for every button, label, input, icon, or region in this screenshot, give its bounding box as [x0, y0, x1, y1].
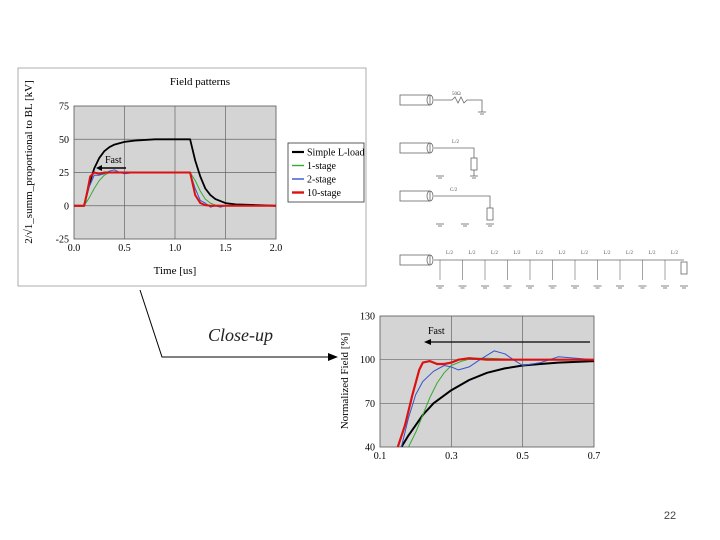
schem-row1-cable-end: [426, 94, 434, 106]
bottom-ytick-label: 100: [360, 355, 375, 366]
top-xtick-label: 1.5: [219, 243, 232, 254]
schem-row3-wire: [434, 195, 491, 208]
schem-label: L/2: [671, 251, 678, 256]
page-number: 22: [664, 510, 676, 522]
top-chart-legend: Simple L-load 1-stage 2-stage 10-stage: [287, 142, 365, 203]
top-xtick-label: 2.0: [270, 243, 283, 254]
top-xtick-label: 1.0: [169, 243, 182, 254]
closeup-label: Close-up: [208, 325, 273, 345]
schem-row3-cable-end: [426, 190, 434, 202]
top-chart-title: Field patterns: [170, 76, 230, 88]
bottom-series-10-stage: [396, 357, 594, 447]
top-series-10-stage: [74, 171, 276, 207]
schem-label: L/2: [649, 251, 656, 256]
bottom-series-2-stage: [400, 350, 594, 447]
schem-label: L/2: [559, 251, 566, 256]
bottom-chart-ylabel: Normalized Field [%]: [339, 333, 351, 430]
top-series-simple-l-load: [74, 138, 277, 207]
schem-row4-resistor: [680, 261, 688, 275]
schem-label: L/2: [536, 251, 543, 256]
schem-row3-resistor: [486, 207, 494, 221]
schem-label: L/2: [452, 140, 459, 145]
schem-row1-cable: [399, 94, 431, 106]
schem-row2-resistor: [470, 157, 478, 171]
top-ytick-label: 50: [59, 135, 69, 146]
top-xtick-label: 0.5: [118, 243, 131, 254]
schem-row2-wire: [434, 147, 475, 158]
schem-label: C/2: [450, 188, 458, 193]
closeup-pointer-line: [139, 289, 330, 358]
schem-label: L/2: [469, 251, 476, 256]
legend-label: 10-stage: [307, 188, 341, 199]
bottom-xtick-label: 0.1: [374, 451, 387, 462]
schem-label: L/2: [491, 251, 498, 256]
top-chart-ylabel: 2/√1_summ_proportional to BL [kV]: [23, 80, 35, 244]
top-chart-plot: 0.0 0.5 1.0 1.5 2.0 -25 0 25 50 75 Fast: [56, 102, 283, 255]
top-fast-annotation: Fast: [105, 155, 122, 166]
top-xtick-label: 0.0: [68, 243, 81, 254]
bottom-chart-plot: 0.1 0.3 0.5 0.7 40 70 100 130 Fast: [360, 312, 600, 463]
schem-row4-cable-end: [426, 254, 434, 266]
schem-row4-cable: [399, 254, 431, 266]
top-chart-xlabel: Time [us]: [154, 265, 197, 277]
schem-row2-cable: [399, 142, 431, 154]
closeup-arrowhead: [328, 353, 338, 361]
schem-label: 50Ω: [452, 92, 461, 97]
top-fast-arrowhead: [96, 165, 102, 171]
bottom-fast-annotation: Fast: [428, 326, 445, 337]
legend-label: 2-stage: [307, 175, 336, 186]
top-ytick-label: 75: [59, 102, 69, 113]
bottom-ytick-label: 130: [360, 312, 375, 323]
schem-row1-wire: [434, 96, 483, 112]
bottom-xtick-label: 0.3: [445, 451, 458, 462]
schem-label: L/2: [514, 251, 521, 256]
bottom-fast-arrowhead: [424, 339, 431, 345]
circuit-schematics: 50Ω L/2 C/2 L/2 L/2 L/2 L/2 L/2 L/2 L/2 L/2 L/2 L/2 L…: [399, 92, 688, 289]
schem-row3-cable: [399, 190, 431, 202]
bottom-xtick-label: 0.7: [588, 451, 601, 462]
top-ytick-label: 25: [59, 168, 69, 179]
schem-label: L/2: [626, 251, 633, 256]
bottom-series-simple-l-load: [400, 360, 594, 447]
schem-label: L/2: [604, 251, 611, 256]
bottom-ytick-label: 70: [365, 399, 375, 410]
schem-row2-cable-end: [426, 142, 434, 154]
top-ytick-label: 0: [64, 201, 69, 212]
legend-label: 1-stage: [307, 161, 336, 172]
schem-label: L/2: [446, 251, 453, 256]
bottom-plot-area: [379, 315, 595, 448]
top-ytick-label: -25: [56, 235, 69, 246]
schem-label: L/2: [581, 251, 588, 256]
bottom-xtick-label: 0.5: [516, 451, 529, 462]
legend-label: Simple L-load: [307, 148, 365, 159]
bottom-ytick-label: 40: [365, 443, 375, 454]
